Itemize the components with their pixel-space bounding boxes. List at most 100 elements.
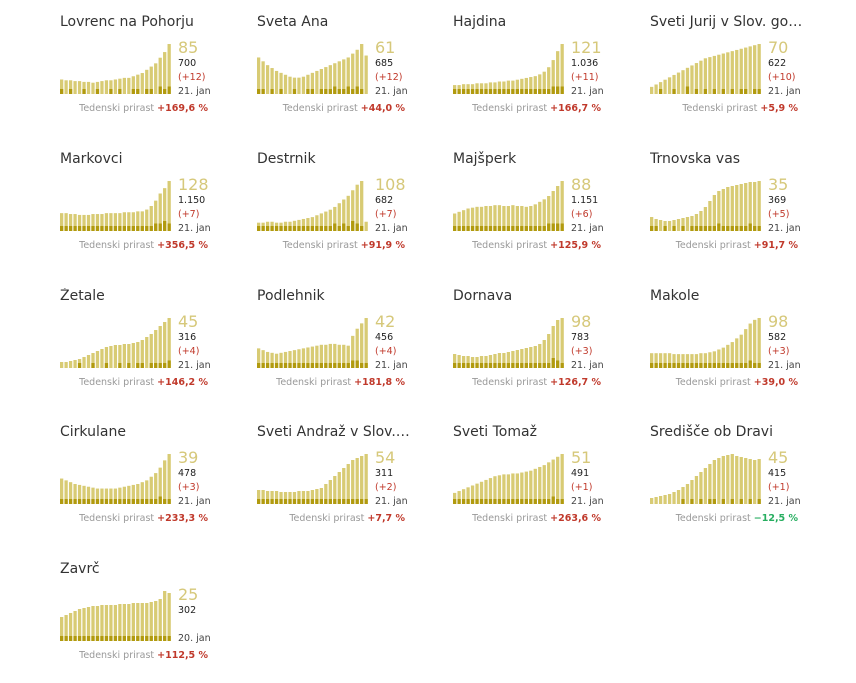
weekly-bar xyxy=(663,79,667,94)
weekly-bar xyxy=(82,214,86,231)
daily-bar xyxy=(163,636,167,641)
weekly-bar xyxy=(654,84,658,94)
weekly-bar xyxy=(279,352,283,368)
weekly-bar xyxy=(163,460,167,504)
daily-bar xyxy=(484,363,488,368)
daily-bar xyxy=(502,363,506,368)
weekly-bar xyxy=(717,349,721,368)
daily-bar xyxy=(149,226,153,231)
current-value: 25 xyxy=(178,585,199,604)
daily-bar xyxy=(461,499,466,504)
current-value: 45 xyxy=(178,312,199,331)
daily-bar xyxy=(708,363,712,368)
daily-bar xyxy=(355,360,359,368)
weekly-bar xyxy=(319,344,323,368)
card-title: Zavrč xyxy=(60,561,100,577)
weekly-bar xyxy=(324,484,328,504)
current-value: 39 xyxy=(178,448,199,467)
weekly-bar xyxy=(270,352,274,368)
daily-bar xyxy=(283,226,288,231)
growth-value: +91,9 % xyxy=(360,240,405,251)
daily-bar xyxy=(453,226,457,231)
weekly-bar xyxy=(95,214,100,231)
weekly-bar xyxy=(547,462,551,504)
weekly-bar xyxy=(533,76,537,94)
weekly-bar xyxy=(109,80,113,94)
weekly-bar xyxy=(91,606,95,641)
daily-bar xyxy=(73,636,77,641)
weekly-bar xyxy=(493,82,497,94)
weekly-bar xyxy=(547,67,551,94)
weekly-bar xyxy=(457,355,461,368)
daily-bar xyxy=(753,89,757,94)
daily-bar xyxy=(475,226,479,231)
daily-bar xyxy=(140,636,144,641)
daily-bar xyxy=(515,89,519,94)
weekly-growth: Tedenski prirast +181,8 % xyxy=(276,377,405,388)
daily-bar xyxy=(757,89,761,94)
weekly-bar xyxy=(506,80,511,94)
sparkline-bar-chart xyxy=(257,181,368,231)
daily-bar xyxy=(355,86,359,94)
weekly-bar xyxy=(726,52,730,94)
daily-bar xyxy=(310,499,315,504)
daily-bar xyxy=(466,499,470,504)
total-count: 311 xyxy=(375,468,394,479)
weekly-bar xyxy=(136,342,140,368)
weekly-bar xyxy=(77,484,82,504)
weekly-bar xyxy=(515,350,519,368)
daily-delta: (+3) xyxy=(768,346,790,357)
weekly-bar xyxy=(337,61,341,94)
daily-bar xyxy=(690,363,694,368)
weekly-bar xyxy=(77,214,82,231)
daily-bar xyxy=(131,226,135,231)
card-title: Lovrenc na Pohorju xyxy=(60,14,194,30)
daily-bar xyxy=(82,499,86,504)
weekly-bar xyxy=(364,454,368,504)
weekly-bar xyxy=(328,480,332,504)
weekly-bar xyxy=(502,474,506,504)
weekly-bar xyxy=(475,483,479,504)
municipality-card: Destrnik 108 682 (+7) 21. jan Tedenski priras… xyxy=(257,151,437,271)
daily-delta: (+3) xyxy=(178,482,200,493)
daily-bar xyxy=(342,223,346,231)
weekly-growth: Tedenski prirast +39,0 % xyxy=(676,377,798,388)
daily-bar xyxy=(520,499,524,504)
weekly-bar xyxy=(136,603,140,641)
daily-bar xyxy=(506,226,511,231)
weekly-bar xyxy=(744,183,748,231)
weekly-bar xyxy=(319,213,323,231)
weekly-bar xyxy=(158,599,162,641)
weekly-bar xyxy=(757,459,761,504)
daily-bar xyxy=(68,636,73,641)
weekly-bar xyxy=(149,206,153,231)
date-label: 21. jan xyxy=(178,86,211,97)
weekly-bar xyxy=(672,492,676,504)
growth-value: +7,7 % xyxy=(367,513,405,524)
daily-bar xyxy=(529,226,533,231)
municipality-card: Dornava 98 783 (+3) 21. jan Tedenski prirast +… xyxy=(453,288,633,408)
weekly-bar xyxy=(73,360,77,368)
weekly-bar xyxy=(685,217,690,231)
daily-bar xyxy=(739,226,743,231)
total-count: 491 xyxy=(571,468,590,479)
total-count: 316 xyxy=(178,332,197,343)
growth-label: Tedenski prirast xyxy=(675,513,751,524)
municipality-card: Makole 98 582 (+3) 21. jan Tedenski prirast +3… xyxy=(650,288,830,408)
daily-bar xyxy=(703,89,708,94)
daily-bar xyxy=(279,89,283,94)
growth-label: Tedenski prirast xyxy=(472,240,548,251)
weekly-bar xyxy=(461,210,466,231)
weekly-bar xyxy=(355,458,359,504)
daily-bar xyxy=(60,499,64,504)
daily-bar xyxy=(744,363,748,368)
daily-bar xyxy=(104,226,109,231)
weekly-bar xyxy=(131,484,135,504)
weekly-bar xyxy=(658,82,663,94)
weekly-bar xyxy=(118,487,122,504)
daily-delta: (+12) xyxy=(178,72,206,83)
weekly-bar xyxy=(346,195,350,231)
weekly-bar xyxy=(279,72,283,94)
daily-bar xyxy=(109,226,113,231)
daily-bar xyxy=(453,89,457,94)
